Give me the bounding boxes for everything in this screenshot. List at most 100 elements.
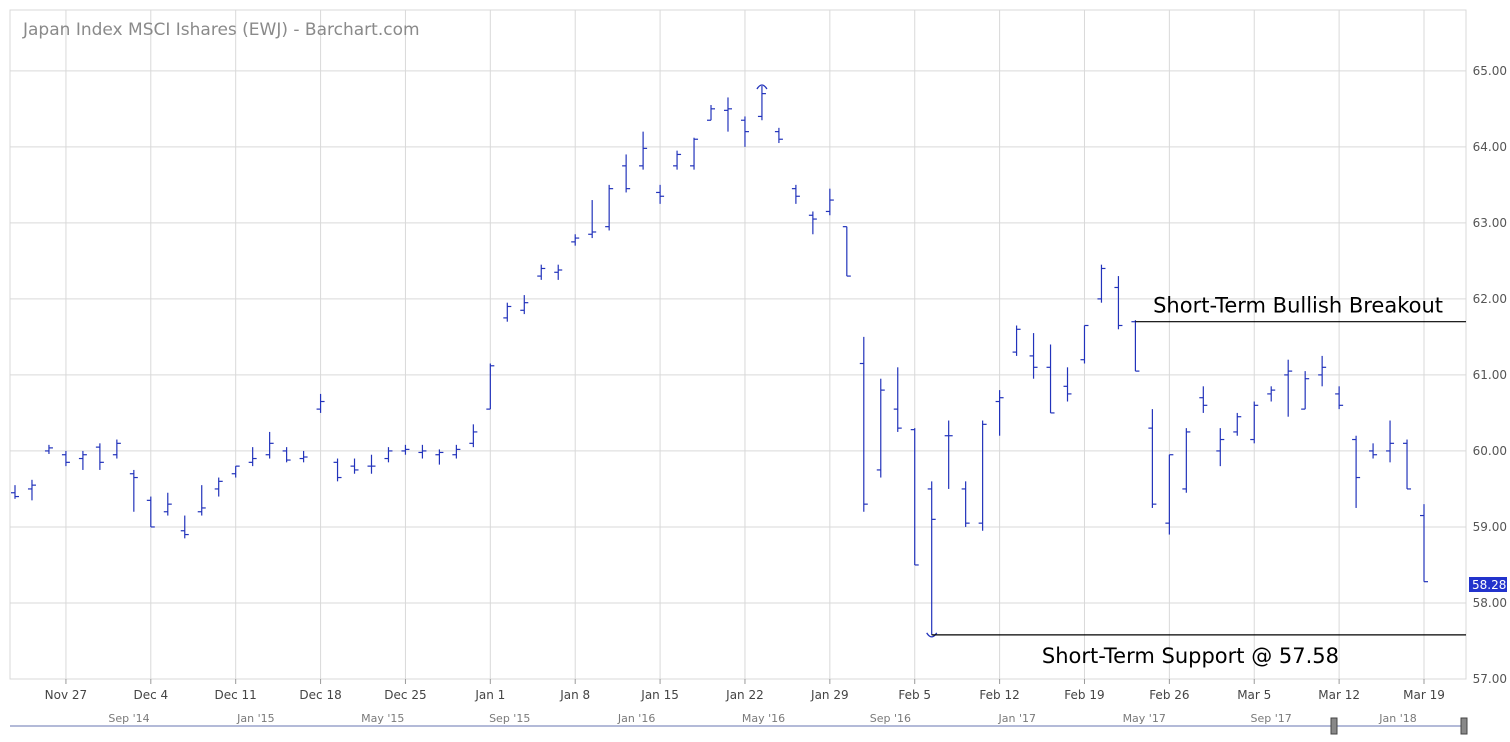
- ohlc-bar: [1369, 443, 1378, 459]
- y-tick-label: 65.00: [1473, 64, 1507, 78]
- ohlc-bar: [1301, 371, 1310, 410]
- ohlc-bar: [1216, 428, 1225, 467]
- ohlc-bar: [571, 234, 580, 246]
- ohlc-bar: [1233, 412, 1242, 436]
- last-price-marker: 58.28: [1469, 577, 1507, 592]
- ohlc-bar: [248, 447, 257, 467]
- ohlc-bar: [1386, 420, 1395, 463]
- last-price-label: 58.28: [1472, 578, 1506, 592]
- ohlc-bar: [1352, 435, 1361, 508]
- ohlc-bar: [11, 485, 19, 499]
- ohlc-bar: [978, 420, 987, 531]
- ohlc-bar: [910, 428, 919, 566]
- ohlc-bar: [520, 295, 529, 315]
- ohlc-bar: [333, 458, 342, 482]
- ohlc-bar: [622, 154, 631, 193]
- ohlc-bar: [1029, 333, 1038, 379]
- ohlc-bar: [452, 444, 461, 459]
- ohlc-bar: [1284, 359, 1293, 417]
- navigator-labels: Sep '14 Jan '15 May '15 Sep '15 Jan '16 May '…: [108, 712, 1416, 725]
- navigator-label: Jan '15: [236, 712, 274, 725]
- x-tick-label: Mar 19: [1403, 688, 1445, 702]
- navigator-label: Jan '16: [617, 712, 655, 725]
- ohlc-bar: [859, 336, 868, 512]
- navigator: Sep '14 Jan '15 May '15 Sep '15 Jan '16 May '…: [10, 712, 1468, 735]
- ohlc-bar: [1250, 401, 1259, 444]
- plot-area-border: [9, 9, 1467, 680]
- ohlc-bar: [927, 481, 936, 635]
- ohlc-bar: [299, 450, 308, 463]
- y-tick-label: 59.00: [1473, 520, 1507, 534]
- ohlc-bar: [163, 492, 172, 516]
- x-tick-label: Mar 5: [1237, 688, 1271, 702]
- ohlc-bar: [129, 469, 138, 512]
- navigator-label: Jan '18: [1378, 712, 1416, 725]
- ohlc-bar: [316, 393, 325, 413]
- x-tick-label: Feb 26: [1149, 688, 1189, 702]
- ohlc-bar: [1012, 325, 1021, 356]
- x-tick-label: Dec 11: [215, 688, 257, 702]
- ohlc-bar: [78, 450, 87, 470]
- ohlc-bar: [1165, 454, 1174, 535]
- ohlc-bar: [435, 449, 444, 465]
- ohlc-bar: [944, 420, 953, 489]
- y-tick-label: 64.00: [1473, 140, 1507, 154]
- low-marker: [926, 632, 938, 638]
- x-tick-label: Jan 22: [725, 688, 764, 702]
- ohlc-bar: [876, 378, 885, 478]
- ohlc-bar: [214, 477, 223, 497]
- navigator-handle-right[interactable]: [1460, 717, 1468, 735]
- navigator-label: Sep '15: [489, 712, 530, 725]
- y-axis: 57.00 58.00 59.00 60.00 61.00 62.00 63.00 64.00…: [1473, 64, 1507, 686]
- ohlc-bar: [1097, 264, 1106, 303]
- ohlc-bar: [656, 184, 665, 204]
- y-tick-label: 62.00: [1473, 292, 1507, 306]
- ohlc-bar: [401, 444, 410, 455]
- ohlc-bar: [231, 465, 240, 478]
- ohlc-bar: [1318, 355, 1327, 387]
- ohlc-bar: [265, 431, 274, 459]
- ohlc-bar: [197, 485, 206, 516]
- x-tick-label: Dec 18: [299, 688, 341, 702]
- x-tick-label: Mar 12: [1318, 688, 1360, 702]
- x-tick-label: Jan 1: [474, 688, 505, 702]
- ohlc-series: [11, 84, 1428, 638]
- annotations: Short-Term Bullish Breakout Short-Term Su…: [931, 294, 1466, 668]
- ohlc-bar: [825, 188, 834, 216]
- x-tick-label: Nov 27: [45, 688, 88, 702]
- ohlc-bar: [639, 131, 648, 170]
- ohlc-bar: [367, 454, 376, 474]
- x-tick-label: Feb 5: [898, 688, 931, 702]
- ohlc-bar: [282, 447, 291, 463]
- ohlc-bar: [723, 97, 732, 132]
- ohlc-bar: [673, 150, 682, 170]
- x-tick-label: Feb 19: [1064, 688, 1104, 702]
- navigator-label: Sep '17: [1250, 712, 1291, 725]
- navigator-label: Sep '14: [108, 712, 149, 725]
- ohlc-bar: [893, 367, 902, 432]
- ohlc-bar: [384, 447, 393, 463]
- ohlc-bar: [961, 481, 970, 527]
- navigator-label: May '15: [361, 712, 404, 725]
- y-tick-label: 63.00: [1473, 216, 1507, 230]
- last-price-box: [1469, 577, 1507, 592]
- ohlc-bar: [1131, 320, 1140, 372]
- ohlc-bar: [774, 127, 783, 144]
- ohlc-bar: [995, 390, 1004, 436]
- ohlc-bar: [1063, 367, 1072, 402]
- ohlc-bar: [1199, 386, 1208, 413]
- navigator-label: Jan '17: [998, 712, 1036, 725]
- ohlc-bar: [1420, 504, 1428, 583]
- ohlc-bar: [537, 264, 546, 280]
- ohlc-bar: [469, 424, 478, 448]
- navigator-label: May '16: [742, 712, 785, 725]
- ohlc-bar: [1182, 428, 1191, 493]
- navigator-handle-left[interactable]: [1330, 717, 1338, 735]
- y-tick-label: 57.00: [1473, 672, 1507, 686]
- ohlc-bar: [350, 458, 359, 474]
- x-axis: Nov 27 Dec 4 Dec 11 Dec 18 Dec 25 Jan 1 Jan 8 J…: [45, 679, 1445, 702]
- x-tick-label: Jan 15: [640, 688, 679, 702]
- ohlc-bar: [740, 116, 749, 147]
- x-tick-label: Feb 12: [979, 688, 1019, 702]
